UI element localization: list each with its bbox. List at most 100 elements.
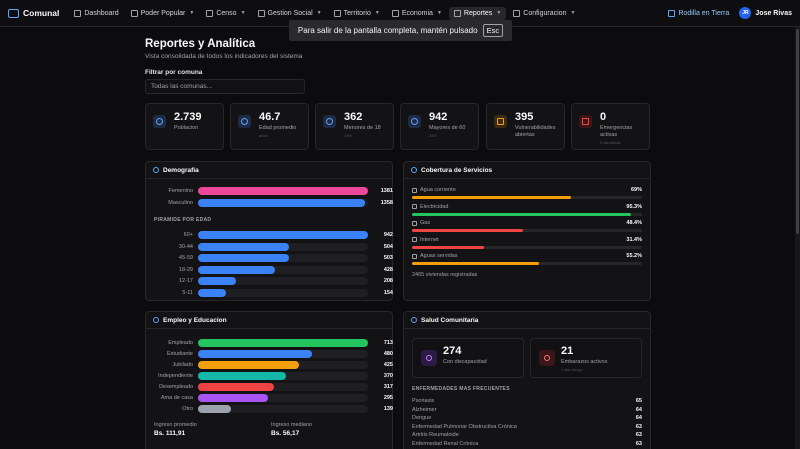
pipe-icon [412,253,417,259]
nav-item-censo[interactable]: Censo ▼ [201,7,250,20]
service-label: Electricidad [412,204,448,210]
nav-icon [513,9,521,17]
alert-icon [579,115,592,128]
stat-label: Edad promedio [259,125,297,131]
nav-item-label: Economia [401,9,433,17]
employment-track [198,361,368,369]
disease-name: Dengue [412,415,432,422]
nav-icon [206,9,214,17]
nav-item-dashboard[interactable]: Dashboard [69,7,123,20]
stat-value: 362 [344,111,363,123]
icon-glyph [582,118,589,125]
health-card: 21 Embarazos activos 1 alto riesgo [530,338,642,378]
nav-item-territorio[interactable]: Territorio ▼ [329,7,385,20]
service-track [412,229,642,232]
health-value: 274 [443,345,462,357]
empleo-title: Empleo y Educacion [163,316,227,324]
stat-card: 942 Mayores de 60 34% [400,103,479,150]
service-bar [412,212,632,216]
diseases-title: ENFERMEDADES MAS FRECUENTES [412,386,510,392]
employment-label: Independiente [158,373,193,379]
employment-bar [198,383,274,391]
nav-icon [130,9,138,17]
stat-note: 34% [429,133,438,138]
age-group-track [198,231,368,239]
location-selector[interactable]: Rodilla en Tierra [668,9,730,17]
brand[interactable]: Comunal [8,8,59,18]
scrollbar-thumb[interactable] [796,29,799,234]
employment-bar [198,405,232,413]
employment-bar [198,361,300,369]
stat-label: Poblacion [174,125,199,131]
service-label: Aguas servidas [412,253,458,259]
user-menu[interactable]: JR Jose Rivas [739,7,792,19]
users-icon [153,115,166,128]
nav-item-label: Gestion Social [267,9,313,17]
nav-item-gestion-social[interactable]: Gestion Social ▼ [253,7,327,20]
nav-item-label: Configuracion [523,9,567,17]
shield-icon [494,115,507,128]
stat-label: Menores de 18 [344,125,381,131]
employment-label: Ama de casa [160,395,193,401]
chevron-down-icon: ▼ [374,10,380,16]
employment-label: Empleado [168,340,193,346]
age-group-label: 18-29 [178,266,193,273]
age-group-row: 18-29 428 [146,265,393,274]
employment-value: 295 [383,395,393,401]
gender-value: 1381 [380,188,393,194]
service-percent: 95.3% [626,203,642,210]
disease-name: Enfermedad Pulmonar Obstructiva Crónica [412,423,517,430]
employment-track [198,394,368,402]
comuna-filter-select[interactable]: Todas las comunas... [145,79,305,94]
service-name: Gas [420,220,431,226]
nav-icon [453,9,461,17]
nav-icon [391,9,399,17]
page-scrollbar[interactable] [795,27,800,449]
service-track [412,245,642,249]
income-avg-label: Ingreso promedio [154,422,197,428]
chevron-down-icon: ▼ [496,10,502,16]
nav-item-economia[interactable]: Economia ▼ [387,7,447,20]
chevron-down-icon: ▼ [436,10,442,16]
demografia-title: Demografia [163,166,199,174]
employment-track [198,372,368,380]
stat-note: años [259,133,268,138]
filter-label: Filtrar por comuna [145,69,203,76]
disease-row: Dengue 64 [412,415,642,421]
stat-note: 0 atendidas [600,140,621,145]
age-group-row: 30-44 504 [146,242,393,251]
employment-track [198,350,368,358]
top-nav: Comunal Dashboard Poder Popular ▼ Censo ▼ Ges… [0,0,800,27]
nav-item-reportes[interactable]: Reportes ▼ [448,6,507,20]
icon-glyph [326,118,333,125]
viviendas-count: 2465 viviendas registradas [412,272,478,278]
age-group-value: 942 [383,232,393,238]
disease-name: Enfermedad Renal Crónica [412,441,479,447]
stat-card: 362 Menores de 18 13% [315,103,394,150]
service-name: Electricidad [420,203,449,210]
gender-label: Femenino [168,188,193,194]
demografia-panel: Demografia Femenino 1381 Masculino 1358 PIR… [145,161,393,301]
brand-name: Comunal [23,8,60,18]
income-avg-value: Bs. 111,91 [154,430,186,437]
accessibility-icon [421,350,437,366]
service-percent: 48.4% [626,220,642,226]
employment-value: 713 [383,340,393,346]
employment-row: Desempleado 317 [146,383,393,391]
gender-bar [198,199,366,207]
age-group-value: 428 [383,266,393,273]
employment-bar [198,372,287,380]
employment-label: Estudiante [167,351,193,357]
health-label: Embarazos activos [561,359,608,365]
nav-item-poder-popular[interactable]: Poder Popular ▼ [126,7,200,20]
location-label: Rodilla en Tierra [678,9,730,17]
service-percent: 55.2% [626,253,642,259]
wifi-icon [412,237,417,242]
age-group-label: 45-59 [178,255,193,262]
nav-item-configuracion[interactable]: Configuracion ▼ [508,7,580,20]
nav-menu: Dashboard Poder Popular ▼ Censo ▼ Gestion Soc… [69,6,580,20]
nav-item-label: Territorio [343,9,371,17]
disease-name: Alzheimer [412,406,437,413]
age-group-row: 12-17 208 [146,277,393,286]
gender-row: Femenino 1381 [146,187,393,195]
